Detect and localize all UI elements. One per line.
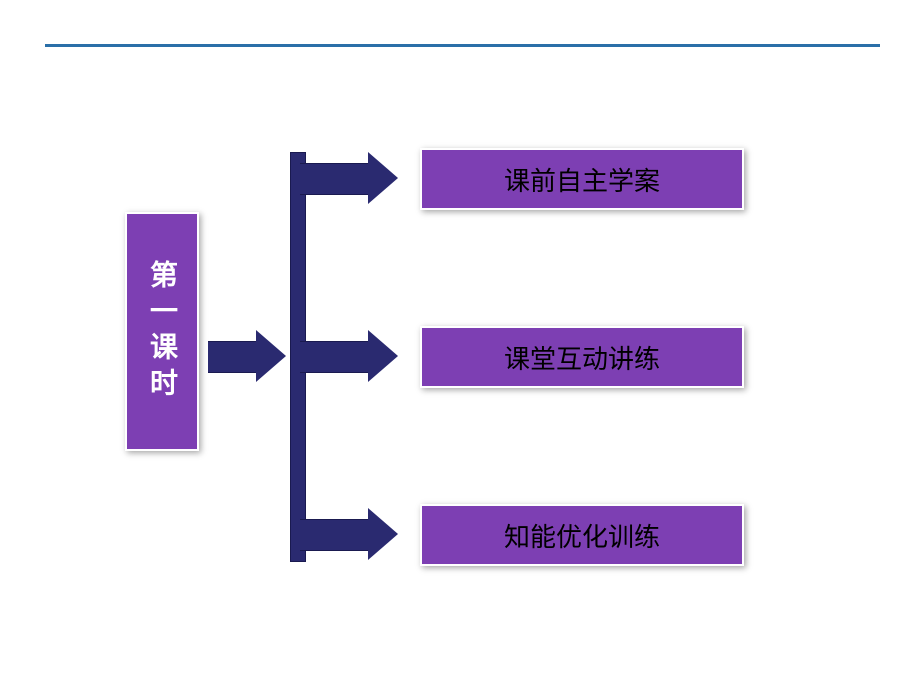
right-box-label-1: 课堂互动讲练 [504, 339, 660, 376]
right-box-1: 课堂互动讲练 [420, 326, 744, 388]
main-arrow-stem [208, 341, 256, 373]
branch-arrow-1-head [368, 330, 398, 382]
branch-arrow-2-stem [300, 519, 368, 551]
main-arrow-head [256, 330, 286, 382]
right-box-0: 课前自主学案 [420, 148, 744, 210]
right-box-label-2: 知能优化训练 [504, 517, 660, 554]
branch-arrow-2 [300, 508, 398, 560]
right-box-label-0: 课前自主学案 [504, 161, 660, 198]
header-divider [45, 44, 880, 47]
branch-arrow-1-stem [300, 341, 368, 373]
left-title-label: 第一课时 [142, 260, 182, 404]
main-arrow [208, 330, 286, 382]
branch-arrow-0-stem [300, 163, 368, 195]
branch-arrow-0-head [368, 152, 398, 204]
branch-arrow-2-head [368, 508, 398, 560]
branch-arrow-0 [300, 152, 398, 204]
left-title-box: 第一课时 [125, 212, 199, 451]
right-box-2: 知能优化训练 [420, 504, 744, 566]
branch-arrow-1 [300, 330, 398, 382]
